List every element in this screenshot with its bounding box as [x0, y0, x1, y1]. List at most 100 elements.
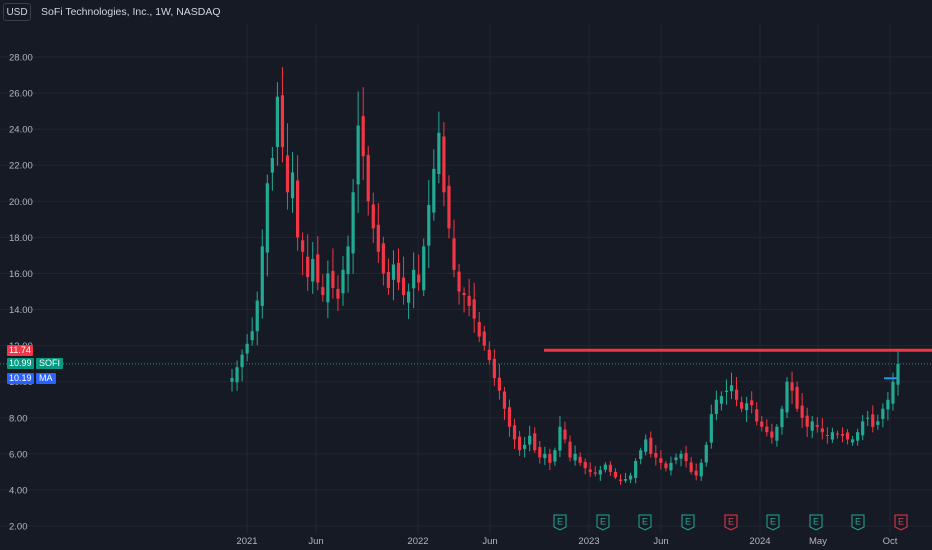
x-tick-label: 2021: [236, 536, 257, 547]
candle-body: [709, 414, 713, 443]
candle-body: [891, 381, 895, 404]
ma-price-tag: 10.19: [7, 372, 34, 384]
y-tick-label: 24.00: [9, 125, 33, 136]
candle-body: [674, 457, 678, 461]
currency-button[interactable]: USD: [3, 3, 31, 21]
candle-body: [437, 132, 441, 175]
candle-body: [886, 399, 890, 410]
candle-body: [311, 259, 315, 282]
candle-body: [644, 439, 648, 452]
candle-body: [800, 405, 804, 418]
earnings-marker: [894, 514, 908, 531]
candle-body: [694, 470, 698, 476]
earnings-marker-label: E: [600, 517, 606, 527]
candle-body: [548, 453, 552, 463]
y-tick-label: 6.00: [9, 449, 28, 460]
candle-body: [533, 433, 537, 451]
candle-body: [391, 264, 396, 280]
candle-body: [820, 428, 824, 433]
symbol-name-label: SOFI: [39, 358, 61, 369]
candle-body: [775, 426, 779, 441]
x-tick-label: Jun: [482, 536, 497, 547]
y-tick-label: 22.00: [9, 161, 33, 172]
candle-body: [457, 271, 461, 292]
candle-body: [679, 453, 683, 459]
candle-body: [447, 185, 451, 229]
candle-body: [442, 136, 446, 193]
earnings-marker-label: E: [855, 517, 861, 527]
earnings-marker: [809, 514, 823, 531]
candle-body: [578, 456, 582, 463]
candle-body: [381, 243, 385, 274]
candle-body: [815, 425, 819, 427]
candle-body: [417, 274, 421, 283]
candle-body: [285, 155, 290, 193]
candle-body: [235, 367, 239, 383]
earnings-marker-label: E: [770, 517, 776, 527]
candle-body: [719, 396, 724, 404]
candle-body: [810, 421, 814, 431]
candle-body: [876, 421, 880, 425]
y-tick-label: 2.00: [9, 522, 28, 533]
candle-body: [280, 95, 285, 148]
symbol-title: SoFi Technologies, Inc., 1W, NASDAQ: [41, 6, 221, 18]
candle-body: [659, 458, 663, 463]
candle-body: [462, 292, 466, 296]
y-tick-label: 8.00: [9, 413, 28, 424]
y-tick-label: 20.00: [9, 197, 33, 208]
earnings-marker: [681, 514, 695, 531]
candle-body: [255, 300, 259, 332]
earnings-marker: [766, 514, 780, 531]
candle-body: [856, 432, 860, 441]
last-price-tag: 10.99: [7, 358, 34, 370]
candle-body: [881, 408, 885, 420]
candle-body: [412, 269, 416, 289]
candle-body: [770, 431, 774, 438]
candle-body: [866, 417, 870, 419]
candle-body: [528, 435, 532, 445]
earnings-marker-label: E: [898, 517, 904, 527]
candle-body: [785, 381, 789, 413]
y-tick-label: 26.00: [9, 89, 33, 100]
candle-body: [750, 400, 754, 406]
candle-body: [472, 299, 476, 319]
earnings-marker: [638, 514, 652, 531]
candle-body: [336, 288, 340, 299]
earnings-marker: [851, 514, 865, 531]
candle-body: [603, 464, 607, 470]
candle-body: [502, 391, 507, 409]
earnings-marker-label: E: [557, 517, 563, 527]
candle-body: [739, 402, 744, 409]
candle-body: [265, 183, 269, 253]
candle-body: [422, 246, 426, 291]
candle-body: [482, 331, 486, 346]
candle-body: [558, 426, 562, 451]
candle-body: [628, 475, 633, 480]
candle-body: [331, 270, 335, 288]
candle-body: [341, 269, 345, 294]
candle-body: [507, 407, 512, 427]
candle-body: [270, 158, 274, 173]
candle-body: [512, 425, 517, 440]
candle-body: [795, 386, 799, 409]
candle-body: [386, 271, 391, 288]
earnings-marker-label: E: [728, 517, 734, 527]
candle-body: [724, 390, 729, 392]
candle-body: [573, 453, 577, 461]
candle-body: [729, 385, 734, 392]
candle-body: [760, 421, 764, 427]
candle-body: [523, 444, 527, 449]
candle-body: [306, 256, 310, 278]
candle-body: [497, 377, 502, 391]
candle-body: [840, 434, 845, 436]
y-tick-label: 16.00: [9, 269, 33, 280]
candle-body: [240, 354, 244, 368]
candle-body: [467, 295, 471, 306]
candle-body: [618, 479, 623, 481]
candle-body: [830, 432, 835, 440]
candle-body: [790, 382, 794, 391]
candle-body: [366, 154, 370, 202]
candle-body: [845, 432, 850, 440]
y-tick-label: 28.00: [9, 53, 33, 64]
